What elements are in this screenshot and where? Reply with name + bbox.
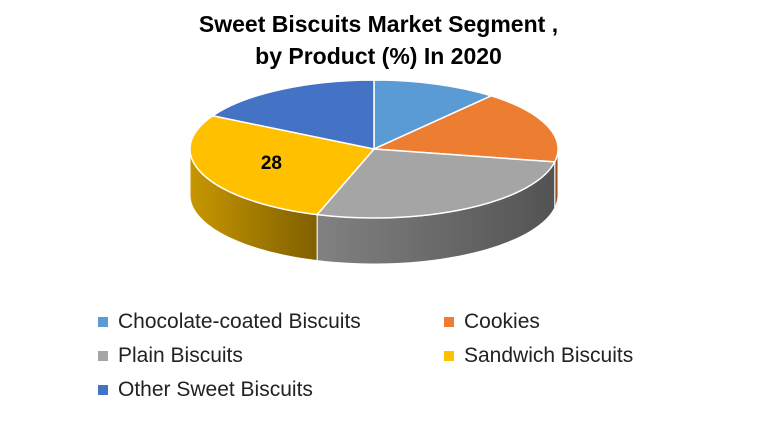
chart-title: Sweet Biscuits Market Segment , by Produ… [0, 8, 757, 72]
legend-item-sandwich-biscuits: Sandwich Biscuits [444, 340, 674, 372]
legend-label: Cookies [464, 310, 540, 333]
legend-swatch [444, 351, 454, 361]
legend-item-cookies: Cookies [444, 306, 674, 338]
pie-slice-cookies [373, 95, 559, 163]
pie-slice-plain-biscuits [315, 148, 556, 219]
legend-item-chocolate-coated-biscuits: Chocolate-coated Biscuits [98, 306, 444, 338]
pie-slice-chocolate-coated-biscuits [373, 79, 494, 151]
pie-slice-other-sweet-biscuits [210, 79, 375, 150]
legend-item-plain-biscuits: Plain Biscuits [98, 340, 444, 372]
legend-label: Plain Biscuits [118, 344, 243, 367]
legend-label: Other Sweet Biscuits [118, 378, 313, 401]
legend-swatch [98, 317, 108, 327]
legend-label: Sandwich Biscuits [464, 344, 634, 367]
legend-swatch [98, 385, 108, 395]
legend-swatch [444, 317, 454, 327]
chart-title-line-2: by Product (%) In 2020 [255, 43, 502, 69]
legend-swatch [98, 351, 108, 361]
pie-slice-sandwich-biscuits [189, 114, 376, 216]
legend-item-other-sweet-biscuits: Other Sweet Biscuits [98, 374, 444, 406]
chart-legend: Chocolate-coated Biscuits Cookies Plain … [98, 306, 674, 406]
legend-label: Chocolate-coated Biscuits [118, 310, 361, 333]
chart-title-line-1: Sweet Biscuits Market Segment , [198, 11, 559, 37]
data-label-sandwich-biscuits: 28 [261, 153, 282, 174]
